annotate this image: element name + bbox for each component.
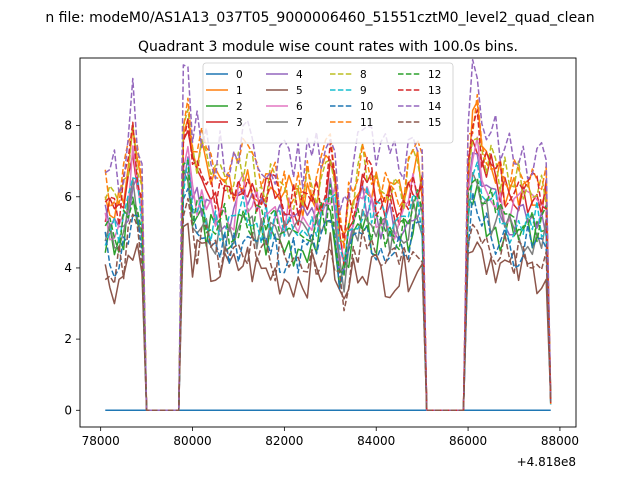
legend-label-15: 15 — [428, 117, 441, 129]
legend-label-14: 14 — [428, 101, 442, 113]
figure-suptitle: n file: modeM0/AS1A13_037T05_9000006460_… — [45, 10, 594, 26]
y-tick-label: 0 — [64, 403, 72, 417]
x-tick-label: 86000 — [449, 434, 487, 448]
y-tick-label: 6 — [64, 190, 72, 204]
x-tick-label: 88000 — [541, 434, 579, 448]
legend-label-3: 3 — [236, 117, 243, 129]
y-axis: 0 2 4 6 8 — [64, 119, 80, 417]
legend-label-5: 5 — [296, 85, 303, 97]
legend-label-9: 9 — [360, 85, 367, 97]
legend-label-7: 7 — [296, 117, 303, 129]
legend-label-4: 4 — [296, 69, 303, 81]
x-tick-label: 80000 — [173, 434, 211, 448]
legend-label-10: 10 — [360, 101, 373, 113]
plot-frame — [79, 57, 577, 428]
legend-label-6: 6 — [296, 101, 303, 113]
legend-frame — [202, 62, 454, 144]
x-tick-label: 82000 — [265, 434, 303, 448]
series-layer — [104, 59, 552, 412]
series-line-10 — [104, 187, 552, 412]
legend-label-11: 11 — [360, 117, 373, 129]
series-line-15 — [104, 197, 552, 412]
x-tick-label: 84000 — [357, 434, 395, 448]
x-axis: 78000 80000 82000 84000 86000 88000 — [82, 427, 579, 448]
chart-title: Quadrant 3 module wise count rates with … — [138, 39, 518, 55]
y-tick-label: 2 — [64, 332, 72, 346]
x-offset-text: +4.818e8 — [517, 455, 576, 469]
legend-label-1: 1 — [236, 85, 243, 97]
legend-label-0: 0 — [236, 69, 243, 81]
legend-label-12: 12 — [428, 69, 441, 81]
legend-label-13: 13 — [428, 85, 441, 97]
y-tick-label: 4 — [64, 261, 72, 275]
legend-label-2: 2 — [236, 101, 243, 113]
x-tick-label: 78000 — [82, 434, 120, 448]
series-line-14 — [104, 59, 552, 412]
y-tick-label: 8 — [64, 119, 72, 133]
legend-label-8: 8 — [360, 69, 367, 81]
series-line-4 — [104, 152, 552, 412]
